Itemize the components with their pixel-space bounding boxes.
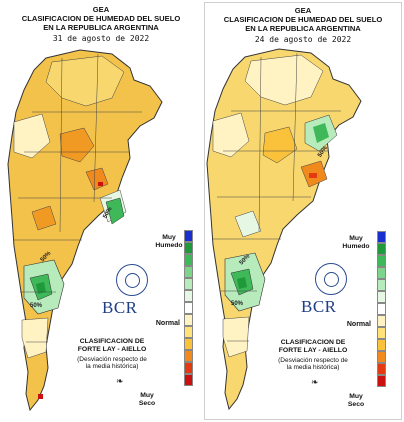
color-scale bbox=[184, 230, 193, 386]
color-scale bbox=[377, 231, 386, 387]
color-scale-swatch bbox=[377, 351, 386, 363]
color-scale-swatch bbox=[377, 315, 386, 327]
contour-label: 50% bbox=[30, 303, 43, 309]
map-panel-aug31: GEA CLASIFICACION DE HUMEDAD DEL SUELO E… bbox=[2, 2, 200, 420]
map-panel-aug24: GEA CLASIFICACION DE HUMEDAD DEL SUELO E… bbox=[204, 2, 402, 420]
color-scale-swatch bbox=[377, 291, 386, 303]
color-scale-swatch bbox=[184, 326, 193, 338]
bcr-seal-icon bbox=[315, 263, 347, 295]
color-scale-swatch bbox=[377, 327, 386, 339]
color-scale-swatch bbox=[377, 231, 386, 243]
malvinas-islands-icon: ❧ bbox=[116, 376, 124, 386]
color-scale-swatch bbox=[184, 278, 193, 290]
bcr-logo: BCR bbox=[102, 298, 138, 317]
color-scale-swatch bbox=[184, 314, 193, 326]
color-scale-swatch bbox=[377, 267, 386, 279]
argentina-moisture-map bbox=[206, 48, 362, 411]
color-scale-swatch bbox=[184, 290, 193, 302]
color-scale-swatch bbox=[184, 266, 193, 278]
map-date: 24 de agosto de 2022 bbox=[254, 35, 352, 44]
color-scale-swatch bbox=[184, 350, 193, 362]
bcr-seal-icon bbox=[116, 264, 148, 296]
argentina-moisture-map bbox=[7, 49, 163, 412]
color-scale-swatch bbox=[377, 375, 386, 387]
color-scale-swatch bbox=[184, 362, 193, 374]
legend-dry-label: Muy Seco bbox=[138, 392, 156, 407]
contour-label: 50% bbox=[231, 301, 244, 307]
color-scale-swatch bbox=[377, 339, 386, 351]
color-scale-swatch bbox=[377, 363, 386, 375]
malvinas-islands-icon: ❧ bbox=[311, 377, 319, 387]
legend-wet-label: Muy Humedo bbox=[155, 234, 183, 249]
map-subtitle: EN LA REPUBLICA ARGENTINA bbox=[245, 24, 361, 33]
legend-normal-label: Normal bbox=[346, 321, 371, 328]
color-scale-swatch bbox=[184, 242, 193, 254]
legend-wet-label: Muy Humedo bbox=[342, 235, 370, 250]
color-scale-swatch bbox=[184, 254, 193, 266]
org-label: GEA bbox=[294, 6, 312, 15]
org-label: GEA bbox=[92, 5, 110, 14]
method-subtitle: (Desviación respecto de la media históri… bbox=[77, 356, 147, 371]
color-scale-swatch bbox=[184, 230, 193, 242]
map-title: CLASIFICACION DE HUMEDAD DEL SUELO bbox=[21, 14, 181, 23]
method-subtitle: (Desviación respecto de la media históri… bbox=[278, 357, 348, 372]
color-scale-swatch bbox=[184, 302, 193, 314]
color-scale-swatch bbox=[184, 374, 193, 386]
map-date: 31 de agosto de 2022 bbox=[52, 34, 150, 43]
color-scale-swatch bbox=[377, 243, 386, 255]
color-scale-swatch bbox=[377, 279, 386, 291]
map-subtitle: EN LA REPUBLICA ARGENTINA bbox=[43, 23, 159, 32]
legend-dry-label: Muy Seco bbox=[347, 393, 365, 408]
map-title: CLASIFICACION DE HUMEDAD DEL SUELO bbox=[223, 15, 383, 24]
bcr-logo: BCR bbox=[301, 297, 337, 316]
method-title: CLASIFICACION DE FORTE LAY - AIELLO bbox=[278, 339, 348, 354]
color-scale-swatch bbox=[377, 303, 386, 315]
method-title: CLASIFICACION DE FORTE LAY - AIELLO bbox=[77, 338, 147, 353]
legend-normal-label: Normal bbox=[155, 320, 180, 327]
color-scale-swatch bbox=[184, 338, 193, 350]
color-scale-swatch bbox=[377, 255, 386, 267]
